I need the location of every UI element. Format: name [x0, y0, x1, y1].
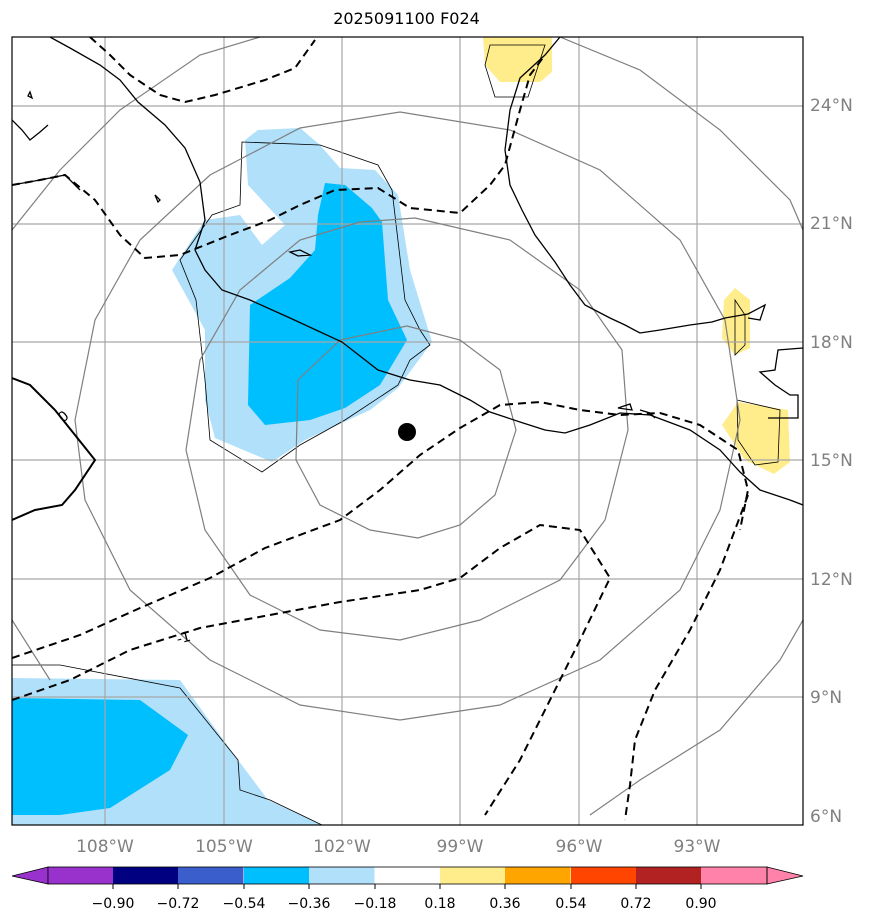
colorbar-segment [505, 867, 571, 884]
negative-anomaly-mid-west [248, 183, 407, 425]
dashed-contour-north [89, 37, 316, 104]
anomaly-outline-southwest [12, 664, 323, 825]
latitude-labels: 6°N 9°N 12°N 15°N 18°N 21°N 24°N [810, 96, 853, 827]
lon-label: 102°W [313, 837, 371, 857]
dashed-contour-east [624, 494, 749, 821]
positive-anomaly-east-upper [722, 288, 750, 355]
colorbar-label: −0.18 [354, 896, 397, 912]
island-small-2 [27, 90, 34, 100]
lat-label: 24°N [810, 96, 853, 116]
lat-label: 6°N [810, 807, 842, 827]
storm-center-marker [398, 423, 416, 441]
dashed-contour-upper [12, 54, 546, 260]
lat-label: 21°N [810, 214, 853, 234]
colorbar-extend-low [11, 866, 49, 885]
negative-anomaly-mid-southwest [12, 698, 188, 815]
colorbar-segment [440, 867, 506, 884]
colorbar-segment [244, 867, 310, 884]
shaded-anomaly-layer [12, 37, 790, 825]
positive-anomaly-east-lower [722, 402, 790, 474]
dashed-contour-middle [12, 400, 750, 659]
colorbar-label: −0.72 [157, 896, 200, 912]
lat-label: 9°N [810, 688, 842, 708]
range-ring-3 [74, 111, 741, 721]
colorbar: −0.90 −0.72 −0.54 −0.36 −0.18 0.18 0.36 … [11, 866, 804, 912]
lat-label: 18°N [810, 333, 853, 353]
lon-label: 105°W [195, 837, 253, 857]
colorbar-label: 0.90 [685, 896, 716, 912]
lon-label: 96°W [556, 837, 603, 857]
colorbar-extend-high [766, 866, 804, 885]
dashed-contour-lower [12, 523, 612, 816]
coast-segment-jalisco [288, 249, 313, 257]
colorbar-segment [48, 867, 114, 884]
solid-contour-zero [12, 377, 97, 521]
map-title: 2025091100 F024 [333, 9, 480, 28]
dashed-contours [12, 37, 750, 821]
colorbar-segment [178, 867, 244, 884]
range-rings [12, 37, 803, 816]
anomaly-outline-east [734, 298, 781, 466]
colorbar-label: −0.36 [288, 896, 331, 912]
colorbar-segment [571, 867, 637, 884]
range-ring-inner [295, 325, 517, 539]
colorbar-ticks [112, 884, 702, 889]
colorbar-label: −0.90 [92, 896, 135, 912]
longitude-labels: 108°W 105°W 102°W 99°W 96°W 93°W [76, 837, 721, 857]
colorbar-labels: −0.90 −0.72 −0.54 −0.36 −0.18 0.18 0.36 … [92, 896, 717, 912]
range-ring-2 [185, 217, 629, 641]
lat-label: 12°N [810, 570, 853, 590]
anomaly-outline-west [179, 141, 431, 473]
colorbar-segment [701, 867, 767, 884]
colorbar-frame [47, 866, 768, 885]
lon-label: 99°W [437, 837, 484, 857]
lat-label: 15°N [810, 451, 853, 471]
coastline-gulf [504, 37, 767, 334]
range-ring-outer [12, 37, 803, 816]
contour-label-minus-one: -1 [175, 629, 193, 648]
lon-label: 93°W [674, 837, 721, 857]
anomaly-outline-north [484, 44, 546, 98]
colorbar-segment [113, 867, 179, 884]
colorbar-segment [375, 867, 441, 884]
coastline-mexico-pacific [49, 37, 803, 506]
colorbar-segment [309, 867, 375, 884]
colorbar-segment [636, 867, 702, 884]
coastline-yucatan-belize [758, 347, 803, 419]
lon-label: 108°W [76, 837, 134, 857]
colorbar-label: 0.18 [424, 896, 455, 912]
colorbar-label: −0.54 [223, 896, 266, 912]
colorbar-label: 0.36 [489, 896, 520, 912]
colorbar-label: 0.54 [555, 896, 586, 912]
colorbar-label: 0.72 [620, 896, 651, 912]
map-frame [11, 36, 804, 826]
graticule [12, 37, 803, 825]
positive-anomaly-north [483, 37, 552, 82]
island-small [154, 194, 161, 204]
